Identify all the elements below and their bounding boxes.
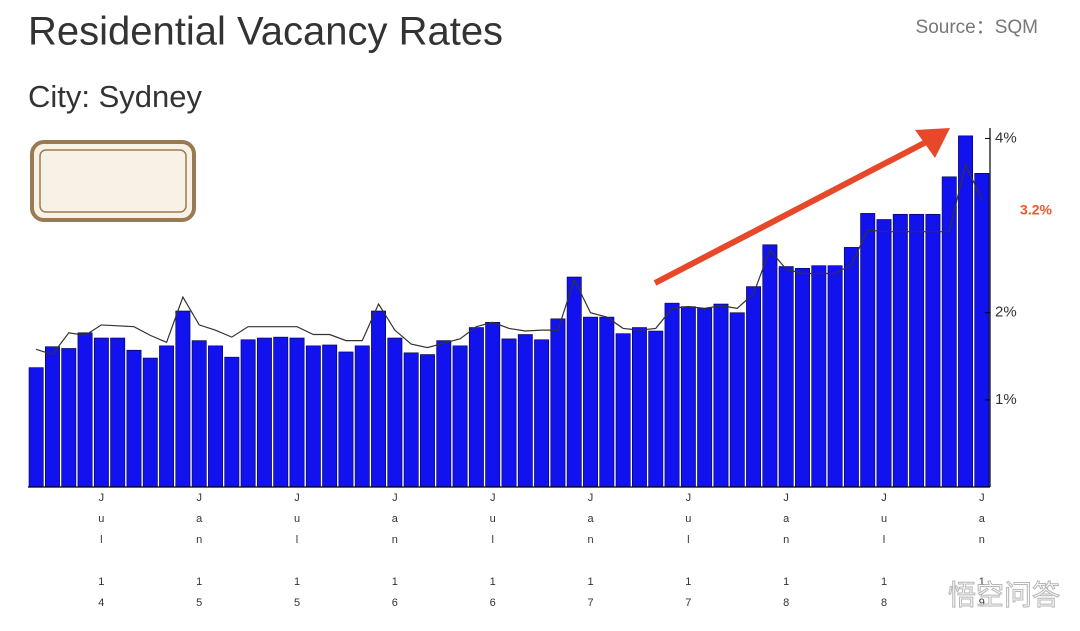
bar xyxy=(191,340,207,488)
bar xyxy=(387,337,403,488)
stamp-border xyxy=(39,149,187,213)
bar xyxy=(876,219,892,488)
bar xyxy=(860,213,876,488)
bar xyxy=(517,334,533,488)
bar xyxy=(240,339,256,488)
bar xyxy=(436,340,452,488)
bar xyxy=(28,367,44,488)
bar xyxy=(680,306,696,488)
y-tick-label: 1% xyxy=(995,391,1017,408)
bar xyxy=(501,338,517,488)
bar xyxy=(713,303,729,488)
bar xyxy=(795,267,810,488)
bar xyxy=(93,337,109,488)
bar xyxy=(289,337,305,488)
bar xyxy=(827,265,843,488)
bar xyxy=(974,173,990,488)
bar xyxy=(631,327,647,488)
bar xyxy=(142,357,158,488)
bar xyxy=(305,345,321,488)
bar xyxy=(762,244,778,488)
bar xyxy=(110,337,126,488)
bar xyxy=(583,316,598,488)
bar xyxy=(77,332,93,488)
bar xyxy=(648,330,664,488)
bar xyxy=(729,312,745,488)
bar xyxy=(485,322,501,488)
bar xyxy=(941,176,957,488)
bar xyxy=(452,345,468,488)
bar xyxy=(778,266,794,488)
bar xyxy=(273,336,289,488)
bar xyxy=(45,346,60,488)
bar xyxy=(420,354,435,488)
chart-title: Residential Vacancy Rates xyxy=(28,10,503,54)
chart-subtitle: City: Sydney xyxy=(28,79,203,114)
bar xyxy=(61,348,77,488)
stamp xyxy=(30,140,196,222)
bar xyxy=(550,318,566,488)
bar xyxy=(224,356,240,488)
arrow-head xyxy=(915,128,950,158)
bar xyxy=(811,265,827,488)
source: Source：SQM xyxy=(916,17,1038,38)
bar xyxy=(468,327,484,488)
annotation: 3.2% xyxy=(1020,202,1052,218)
bar xyxy=(354,345,370,488)
bar xyxy=(322,344,338,488)
bar xyxy=(256,337,272,488)
bar xyxy=(599,316,615,488)
bar xyxy=(208,345,223,488)
bar xyxy=(371,310,387,488)
bar xyxy=(566,276,582,488)
bar xyxy=(534,339,550,488)
bar xyxy=(615,333,631,488)
bar xyxy=(159,345,175,488)
bar xyxy=(403,352,419,488)
watermark: 悟空问答 xyxy=(948,579,1060,610)
bar xyxy=(925,213,941,488)
bar xyxy=(746,286,762,488)
plot: 1% 2% 4% J u l 1 4 J a n 1 5 J u l 1 5 J a n 1 6 J u l 1 6 J a n … xyxy=(28,128,1017,609)
bar xyxy=(338,351,354,488)
y-tick-label: 2% xyxy=(995,304,1017,321)
bar xyxy=(126,349,142,488)
trend-arrow xyxy=(653,137,932,286)
bar xyxy=(697,308,713,488)
bar xyxy=(175,310,191,488)
bar xyxy=(909,213,925,488)
y-tick-label: 4% xyxy=(995,129,1017,146)
trend-line xyxy=(35,162,983,356)
bar xyxy=(958,135,973,488)
bar xyxy=(843,247,859,488)
bar xyxy=(892,213,908,488)
bar xyxy=(664,302,680,488)
